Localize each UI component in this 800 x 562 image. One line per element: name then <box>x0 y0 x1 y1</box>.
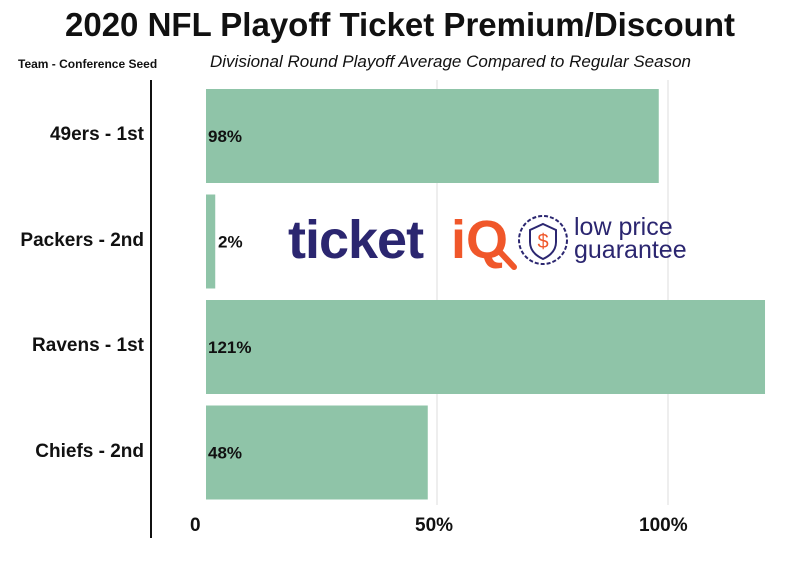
data-label: 98% <box>208 127 242 146</box>
shield-dollar-icon: $ <box>518 215 568 265</box>
svg-text:ticket: ticket <box>288 212 424 270</box>
category-label: 49ers - 1st <box>49 124 144 145</box>
ticketiq-logo-graphic: ticket iQ $ <box>288 212 568 270</box>
bar <box>206 194 216 289</box>
svg-text:iQ: iQ <box>451 212 508 270</box>
tagline-line-2: guarantee <box>574 236 687 264</box>
x-tick-label: 0 <box>190 515 201 536</box>
y-axis-title: Team - Conference Seed <box>18 57 158 71</box>
tagline-line-1: low price <box>574 213 673 241</box>
category-label: Packers - 2nd <box>20 229 144 251</box>
category-label: Chiefs - 2nd <box>35 440 144 462</box>
ticketiq-logo: ticket iQ $ low price guarantee <box>288 212 708 272</box>
data-label: 2% <box>218 233 243 252</box>
category-label: Ravens - 1st <box>32 335 144 356</box>
logo-tagline: low price guarantee <box>574 213 687 264</box>
x-tick-label: 50% <box>415 515 454 536</box>
bar <box>206 89 659 183</box>
svg-text:$: $ <box>537 231 548 253</box>
bar <box>206 405 428 500</box>
data-label: 121% <box>208 338 251 357</box>
y-axis-line <box>150 80 152 538</box>
data-label: 48% <box>208 444 242 463</box>
chart-subtitle: Divisional Round Playoff Average Compare… <box>210 52 691 71</box>
x-tick-label: 100% <box>639 515 688 536</box>
bar <box>206 300 766 394</box>
chart-title: 2020 NFL Playoff Ticket Premium/Discount <box>65 6 735 43</box>
